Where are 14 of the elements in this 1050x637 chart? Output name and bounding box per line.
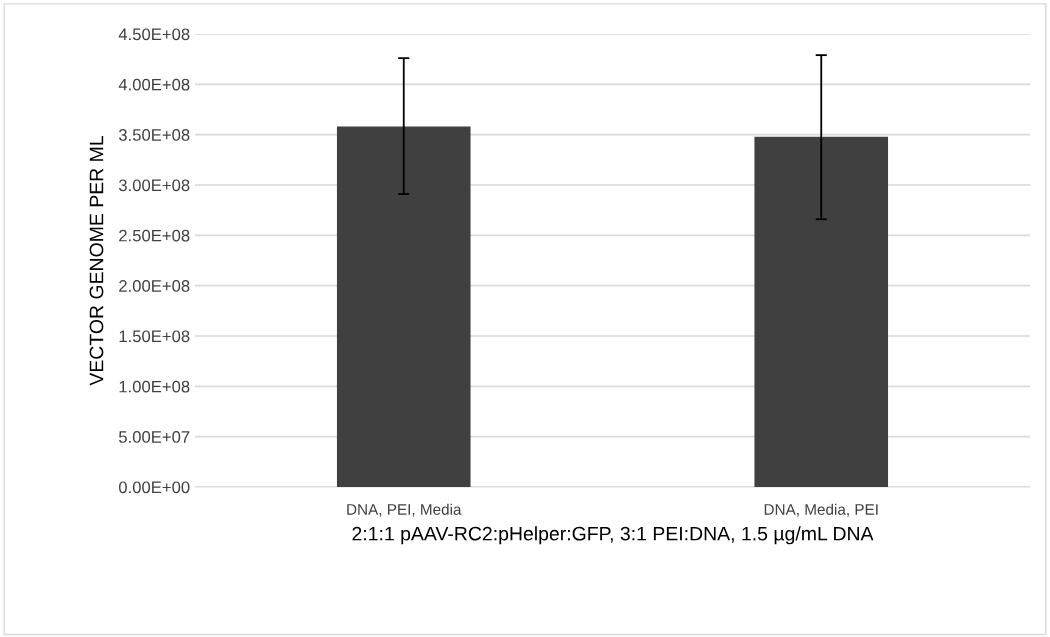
y-tick-label: 2.00E+08 <box>119 280 190 292</box>
y-tick-label: 0.00E+00 <box>118 481 190 494</box>
y-tick-label: 5.00E+07 <box>118 431 190 443</box>
y-tick-label: 3.00E+08 <box>118 179 190 192</box>
x-tick-label: DNA, Media, PEI <box>764 503 878 517</box>
y-tick-label: 1.00E+08 <box>119 380 190 393</box>
y-tick-label: 1.50E+08 <box>119 330 190 343</box>
x-tick-label: DNA, PEI, Media <box>347 503 462 517</box>
x-axis-title: 2:1:1 pAAV-RC2:pHelper:GFP, 3:1 PEI:DNA, 1.5 µg/mL DNA <box>352 526 874 545</box>
y-tick-label: 4.50E+08 <box>118 28 190 41</box>
y-axis-title: VECTOR GENOME PER ML <box>89 135 104 386</box>
y-tick-label: 2.50E+08 <box>119 229 190 242</box>
y-tick-label: 3.50E+08 <box>118 129 190 141</box>
y-tick-label: 4.00E+08 <box>118 78 190 91</box>
